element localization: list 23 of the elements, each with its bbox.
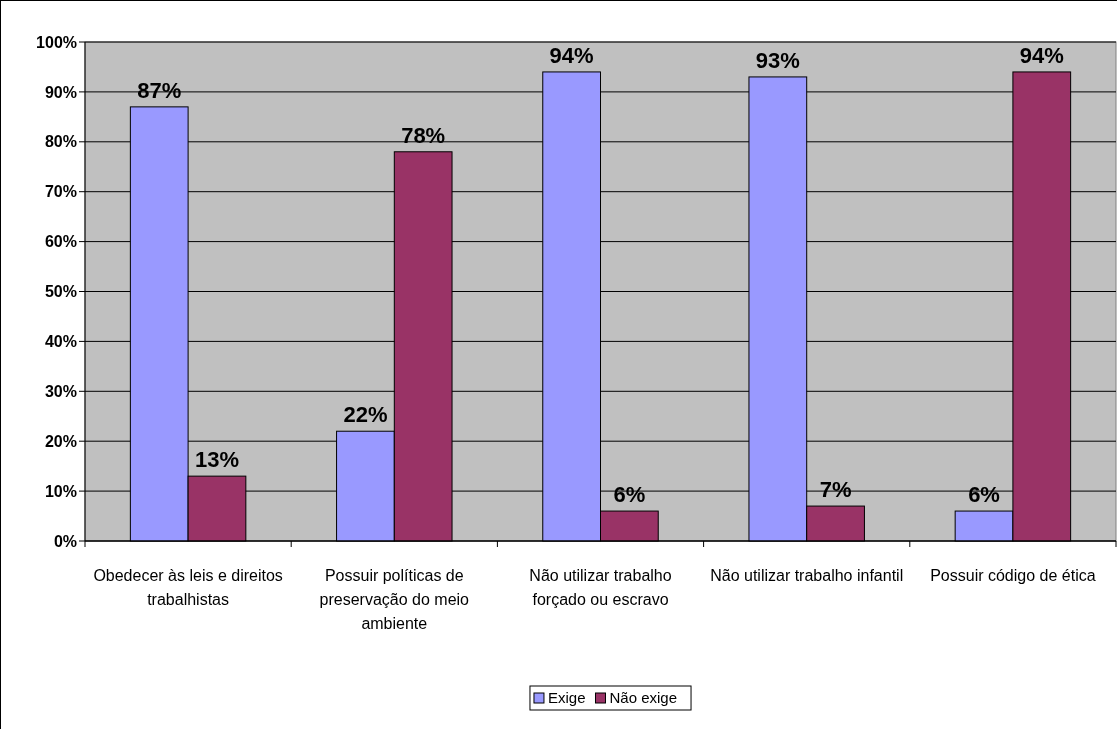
- y-tick-label: 100%: [36, 33, 77, 51]
- y-tick-label: 70%: [44, 183, 77, 201]
- x-tick-label: Possuir código de ética: [930, 567, 1096, 584]
- data-label: 13%: [194, 447, 239, 473]
- y-tick-label: 0%: [53, 532, 77, 550]
- legend-label: Não exige: [609, 689, 678, 707]
- x-tick-label: Possuir políticas de preservação do meio ambiente: [319, 567, 470, 632]
- y-tick-label: 20%: [44, 432, 77, 450]
- data-label: 94%: [1019, 42, 1064, 68]
- y-tick-label: 50%: [44, 283, 77, 301]
- data-label: 94%: [549, 42, 594, 68]
- y-tick-label: 60%: [44, 233, 77, 251]
- data-label: 22%: [343, 402, 388, 428]
- y-tick-label: 10%: [44, 482, 77, 500]
- x-tick-label: Não utilizar trabalho forçado ou escravo: [529, 567, 672, 608]
- y-tick-label: 80%: [44, 133, 77, 151]
- y-tick-label: 90%: [44, 83, 77, 101]
- y-tick-label: 30%: [44, 382, 77, 400]
- legend-label: Exige: [547, 689, 586, 707]
- data-label: 93%: [755, 47, 800, 73]
- y-tick-label: 40%: [44, 333, 77, 350]
- x-tick-label: Não utilizar trabalho infantil: [710, 567, 904, 584]
- x-tick-label: Obedecer às leis e direitos trabalhistas: [93, 567, 283, 608]
